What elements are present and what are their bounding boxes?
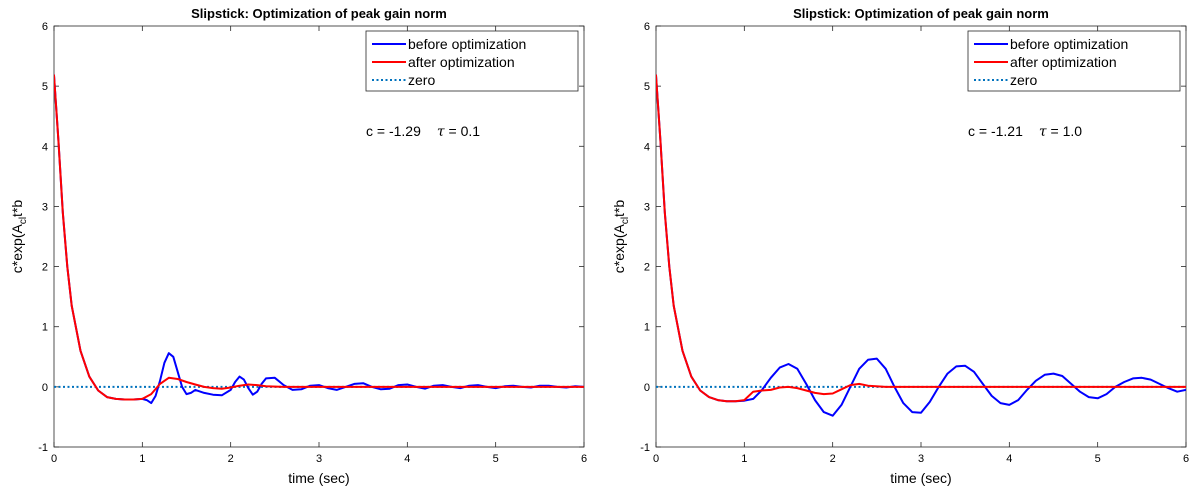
y-tick-label: 5 <box>42 81 48 93</box>
y-tick-label: 5 <box>644 81 650 93</box>
y-axis-label-part: c*exp(A <box>611 224 627 274</box>
y-tick-label: 3 <box>644 201 650 213</box>
legend-entry: before optimization <box>1010 36 1128 52</box>
series-group <box>656 74 1186 417</box>
x-tick-label: 3 <box>316 453 322 465</box>
chart-title: Slipstick: Optimization of peak gain nor… <box>793 6 1049 21</box>
y-axis-label-subscript: cl <box>620 217 631 224</box>
y-tick-label: 2 <box>644 262 650 274</box>
y-tick-label: 4 <box>644 141 650 153</box>
y-axis-label-part: t*b <box>611 200 627 217</box>
series-line-after-optimization <box>656 74 1186 403</box>
chart-title: Slipstick: Optimization of peak gain nor… <box>191 6 447 21</box>
y-tick-label: 0 <box>42 382 48 394</box>
x-tick-label: 2 <box>228 453 234 465</box>
annotation-text: c = -1.29 τ = 0.1 <box>366 123 480 140</box>
annotation-tau-symbol: τ <box>1039 124 1047 140</box>
x-tick-label: 4 <box>404 453 410 465</box>
annotation-tau-value: = 1.0 <box>1047 123 1083 139</box>
series-line-after-optimization <box>54 74 584 401</box>
y-axis-label: c*exp(Aclt*b <box>9 200 29 274</box>
y-axis-label-part: t*b <box>9 200 25 217</box>
plot-area <box>655 25 1187 448</box>
x-tick-label: 5 <box>1095 453 1101 465</box>
legend-entry: zero <box>408 72 435 88</box>
x-tick-label: 6 <box>581 453 587 465</box>
y-tick-label: -1 <box>640 442 650 454</box>
x-tick-label: 0 <box>653 453 659 465</box>
y-tick-label: 4 <box>42 141 48 153</box>
y-axis-label-subscript: cl <box>18 217 29 224</box>
x-tick-label: 0 <box>51 453 57 465</box>
y-axis-label-part: c*exp(A <box>9 224 25 274</box>
annotation-text: c = -1.21 τ = 1.0 <box>968 123 1082 140</box>
y-tick-label: 6 <box>42 21 48 33</box>
annotation-c: c = -1.29 <box>366 123 421 139</box>
y-axis-label: c*exp(Aclt*b <box>611 200 631 274</box>
plot-area <box>53 25 585 448</box>
annotation-tau-symbol: τ <box>437 124 445 140</box>
x-tick-label: 3 <box>918 453 924 465</box>
y-tick-label: 1 <box>644 322 650 334</box>
legend-entry: before optimization <box>408 36 526 52</box>
legend: before optimization after optimization zer… <box>967 30 1181 92</box>
y-tick-label: -1 <box>38 442 48 454</box>
x-axis-label: time (sec) <box>288 470 349 486</box>
y-tick-label: 0 <box>644 382 650 394</box>
x-tick-label: 1 <box>139 453 145 465</box>
legend-entry: after optimization <box>408 54 515 70</box>
x-tick-label: 5 <box>493 453 499 465</box>
annotation-tau-value: = 0.1 <box>445 123 481 139</box>
x-tick-label: 6 <box>1183 453 1189 465</box>
y-tick-label: 3 <box>42 201 48 213</box>
y-tick-label: 1 <box>42 322 48 334</box>
legend-entry: zero <box>1010 72 1037 88</box>
annotation-c: c = -1.21 <box>968 123 1023 139</box>
x-tick-label: 2 <box>830 453 836 465</box>
y-tick-label: 2 <box>42 262 48 274</box>
legend-entry: after optimization <box>1010 54 1117 70</box>
x-tick-label: 1 <box>741 453 747 465</box>
x-axis-label: time (sec) <box>890 470 951 486</box>
series-group <box>54 74 584 405</box>
y-tick-label: 6 <box>644 21 650 33</box>
legend: before optimization after optimization zer… <box>365 30 579 92</box>
x-tick-label: 4 <box>1006 453 1012 465</box>
